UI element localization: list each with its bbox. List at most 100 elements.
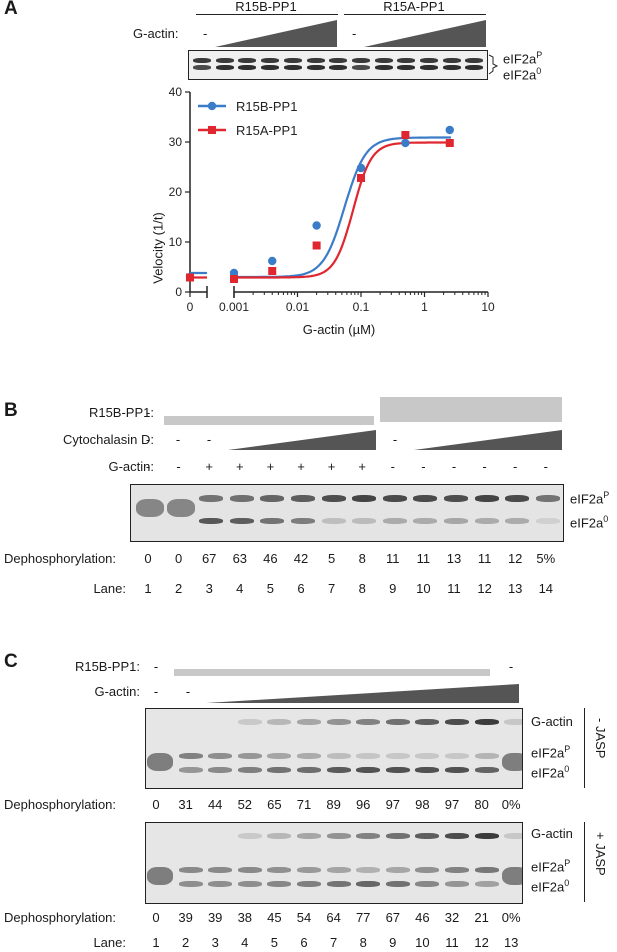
x-tick-label: 0.01 xyxy=(286,300,310,314)
b-lane-label: Lane: xyxy=(93,581,126,596)
c-r15b-minus-2: - xyxy=(508,659,514,674)
data-point-r15b xyxy=(401,138,410,148)
c-dephos-plus-cell-1: 0 xyxy=(152,910,160,925)
gel-c-band-top xyxy=(208,867,233,873)
gel-c-band-bottom xyxy=(385,767,410,773)
gel-c-band-gactin xyxy=(326,719,351,725)
gel-c-band-gactin xyxy=(504,833,522,839)
gel-b-band-bottom xyxy=(229,518,254,524)
gel-a-band-top xyxy=(306,58,325,63)
gel-c-band-bottom xyxy=(178,767,203,773)
gel-b-band-bottom xyxy=(413,518,438,524)
c-lane-cell-11: 11 xyxy=(445,935,459,950)
gel-c-band-smear xyxy=(502,867,522,885)
gel-a-band-bottom xyxy=(374,65,393,70)
gel-c-band-smear xyxy=(502,753,522,771)
gel-a-band-top xyxy=(397,58,416,63)
c-lane-cell-7: 7 xyxy=(329,935,338,950)
gel-b-band-top xyxy=(199,495,224,502)
c-dephos-minus-cell-1: 0 xyxy=(152,797,160,812)
c-gactin-wedge xyxy=(206,684,519,703)
c-dephos-plus-cell-5: 45 xyxy=(267,910,282,925)
gel-c-band-gactin xyxy=(326,833,351,839)
b-r15b-low-bar xyxy=(164,416,374,425)
b-dephos-cell-2: 0 xyxy=(174,551,183,566)
b-gactin-cell-14: - xyxy=(543,459,548,474)
b-lane-cell-2: 2 xyxy=(174,581,183,596)
b-lane-cell-5: 5 xyxy=(266,581,275,596)
gradient-wedge-r15b xyxy=(215,20,337,47)
gel-a-band-bottom xyxy=(193,65,211,70)
gel-b-band-top xyxy=(474,495,499,502)
b-lane-cell-3: 3 xyxy=(205,581,213,596)
gel-panel-c-minus-jasp xyxy=(145,708,523,789)
fit-curve xyxy=(234,141,451,279)
gel-b-band-bottom xyxy=(474,518,499,524)
c-lane-cell-9: 9 xyxy=(389,935,397,950)
y-tick-label: 10 xyxy=(169,235,183,249)
b-cyto-minus-3: - xyxy=(206,432,212,447)
gel-a-band-bottom xyxy=(329,65,348,70)
gel-c-band-bottom xyxy=(267,881,292,887)
c-lane-cell-4: 4 xyxy=(241,935,249,950)
legend-label: R15B-PP1 xyxy=(236,99,297,114)
gel-b-band-top xyxy=(352,495,377,502)
c-dephos-plus-cell-13: 0% xyxy=(501,910,521,925)
gel-c-band-top xyxy=(237,867,262,873)
x-tick-label: 0.1 xyxy=(353,300,370,314)
c-dephos-plus-cell-11: 32 xyxy=(444,910,460,925)
c-dephos-plus-cell-10: 46 xyxy=(415,910,430,925)
gel-b-band-top xyxy=(535,495,560,502)
gel-c-band-gactin xyxy=(267,833,292,839)
gel-a-band-top xyxy=(283,58,302,63)
gel-c-band-gactin xyxy=(445,833,469,839)
data-point-r15a xyxy=(401,131,410,139)
gel-c-band-gactin xyxy=(474,833,499,839)
gel-c-band-bottom xyxy=(445,881,469,887)
c-gactin-minus-2: - xyxy=(185,684,191,699)
c-lane-cell-8: 8 xyxy=(359,935,367,950)
c-lane-cell-5: 5 xyxy=(270,935,279,950)
b-label-phospho: eIF2aP xyxy=(570,490,610,507)
panel-c-letter: C xyxy=(4,651,18,672)
gel-a-band-bottom xyxy=(420,65,438,70)
data-point-r15a xyxy=(268,267,277,275)
data-point-r15b xyxy=(356,163,366,173)
b-gactin-cell-11: - xyxy=(451,459,457,474)
c2-condition-label: + JASP xyxy=(593,832,608,876)
gel-panel-b xyxy=(130,484,564,542)
gel-c-band-bottom xyxy=(208,767,233,773)
c-dephos-label-1: Dephosphorylation: xyxy=(4,797,117,812)
b-lane-cell-4: 4 xyxy=(236,581,244,596)
gel-c-band-bottom xyxy=(237,881,262,887)
gel-b-band-bottom xyxy=(352,518,377,524)
panel-b-letter: B xyxy=(4,400,18,421)
panel-a-letter: A xyxy=(4,0,18,19)
c-dephos-minus-cell-8: 96 xyxy=(355,797,371,812)
group-label-r15a: R15A-PP1 xyxy=(383,0,445,14)
b-dephos-cell-10: 11 xyxy=(416,551,431,566)
group-line-r15b xyxy=(196,14,338,15)
gel-c-band-top xyxy=(297,753,321,759)
b-gactin-cell-9: - xyxy=(390,459,395,474)
c-dephos-minus-cell-7: 89 xyxy=(326,797,341,812)
gel-a-band-top xyxy=(215,58,234,63)
gel-c-band-gactin xyxy=(237,719,262,725)
chart-x-axis-label: G-actin (µM) xyxy=(302,322,376,337)
b-row-label-r15b: R15B-PP1: xyxy=(88,405,154,420)
gel-c-band-gactin xyxy=(385,833,410,839)
b-lane-cell-1: 1 xyxy=(144,581,152,596)
gel-b-band-top xyxy=(382,495,407,502)
gradient-wedge-r15a xyxy=(364,20,486,47)
gel-c-band-bottom xyxy=(356,767,381,773)
b-gactin-cell-10: - xyxy=(421,459,426,474)
gel-c-band-top xyxy=(326,753,351,759)
c-dephos-label-2: Dephosphorylation: xyxy=(4,910,117,925)
gel-b-band-top xyxy=(229,495,254,502)
gel-c-band-top xyxy=(385,753,410,759)
b-dephos-cell-4: 63 xyxy=(232,551,248,566)
gel-c-band-gactin xyxy=(415,833,440,839)
gactin-minus-1: - xyxy=(203,26,208,41)
y-tick-label: 30 xyxy=(169,135,183,149)
gel-a-band-top xyxy=(238,58,257,63)
